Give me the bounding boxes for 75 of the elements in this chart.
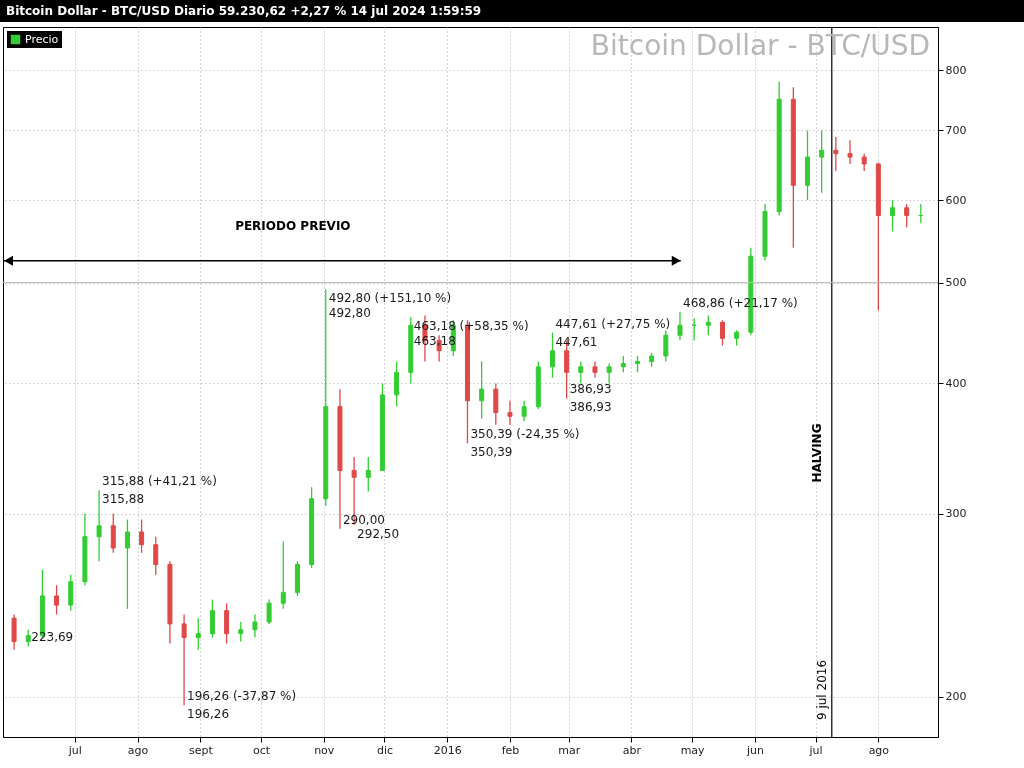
x-tick-label: nov (314, 743, 335, 757)
candlestick (139, 518, 145, 554)
candlestick (578, 360, 584, 385)
candlestick (238, 621, 244, 643)
candlestick (365, 456, 371, 493)
candlestick (181, 613, 187, 707)
candlestick (209, 598, 215, 639)
candlestick (11, 613, 17, 651)
candlestick (606, 362, 612, 385)
candlestick (153, 536, 159, 576)
annotation: PERIODO PREVIO (235, 218, 351, 233)
ref-line-label: HALVING (809, 423, 824, 483)
candlestick (904, 203, 910, 228)
candlestick (507, 400, 513, 426)
candlestick (493, 382, 499, 426)
candlestick (592, 360, 598, 379)
x-tick-label: jul (808, 743, 823, 757)
annotation: 350,39 (-24,35 %) (470, 427, 580, 442)
x-tick-label: dic (376, 743, 394, 757)
annotation: 386,93 (569, 400, 612, 415)
annotation: 492,80 (+151,10 %) (328, 291, 452, 306)
candlestick (677, 311, 683, 342)
chart-title: Bitcoin Dollar - BTC/USD Diario 59.230,62 +2,27 % 14 jul 2024 1:59:59 (0, 0, 1024, 22)
annotation: 447,61 (+27,75 %) (555, 316, 671, 331)
candlestick (663, 329, 669, 363)
candlestick (224, 602, 230, 645)
y-tick-label: 600 (945, 193, 967, 207)
x-tick-label: ago (127, 743, 149, 757)
candlestick (479, 360, 485, 420)
candlestick (280, 540, 286, 610)
candlestick (195, 617, 201, 651)
candlestick (266, 598, 272, 625)
y-tick-label: 700 (945, 123, 967, 137)
y-tick-label: 300 (945, 507, 967, 521)
legend-label: Precio (25, 32, 59, 46)
candlestick (394, 360, 400, 408)
annotation: 386,93 (569, 382, 612, 397)
candlestick (833, 136, 839, 172)
candlestick (252, 613, 258, 639)
candlestick (110, 512, 116, 554)
y-tick-label: 400 (945, 376, 967, 390)
x-tick-label: mar (558, 743, 581, 757)
x-tick-label: oct (252, 743, 271, 757)
y-tick-label: 800 (945, 63, 967, 77)
annotation: 492,80 (328, 306, 371, 321)
candlestick (521, 400, 527, 422)
annotation: 9 jul 2016 (814, 659, 829, 721)
x-tick-label: feb (501, 743, 520, 757)
candlestick (847, 139, 853, 165)
candlestick (720, 319, 725, 347)
y-tick-label: 200 (945, 690, 967, 704)
x-tick-label: sept (188, 743, 214, 757)
annotation: 223,69 (31, 630, 74, 645)
candlestick (96, 489, 102, 562)
candlestick (705, 314, 711, 336)
x-tick-label: jul (67, 743, 82, 757)
candlestick (549, 331, 555, 379)
x-tick-label: jun (745, 743, 764, 757)
annotation: 196,26 (-37,87 %) (187, 689, 297, 704)
x-tick-label: 2016 (433, 743, 462, 757)
annotation: 315,88 (102, 492, 145, 507)
annotation: 447,61 (555, 334, 598, 349)
x-tick-label: ago (868, 743, 890, 757)
annotation: 315,88 (+41,21 %) (102, 474, 217, 489)
candlestick (54, 584, 60, 616)
candlestick (68, 574, 74, 612)
x-tick-label: may (680, 743, 706, 757)
annotation: 350,39 (470, 445, 513, 460)
candlestick (890, 199, 896, 232)
y-tick-label: 500 (945, 276, 967, 290)
candlestick (124, 518, 130, 610)
candlestick (819, 129, 825, 194)
annotation: 292,50 (357, 526, 400, 541)
x-tick-label: abr (622, 743, 642, 757)
annotation: 196,26 (187, 707, 230, 722)
